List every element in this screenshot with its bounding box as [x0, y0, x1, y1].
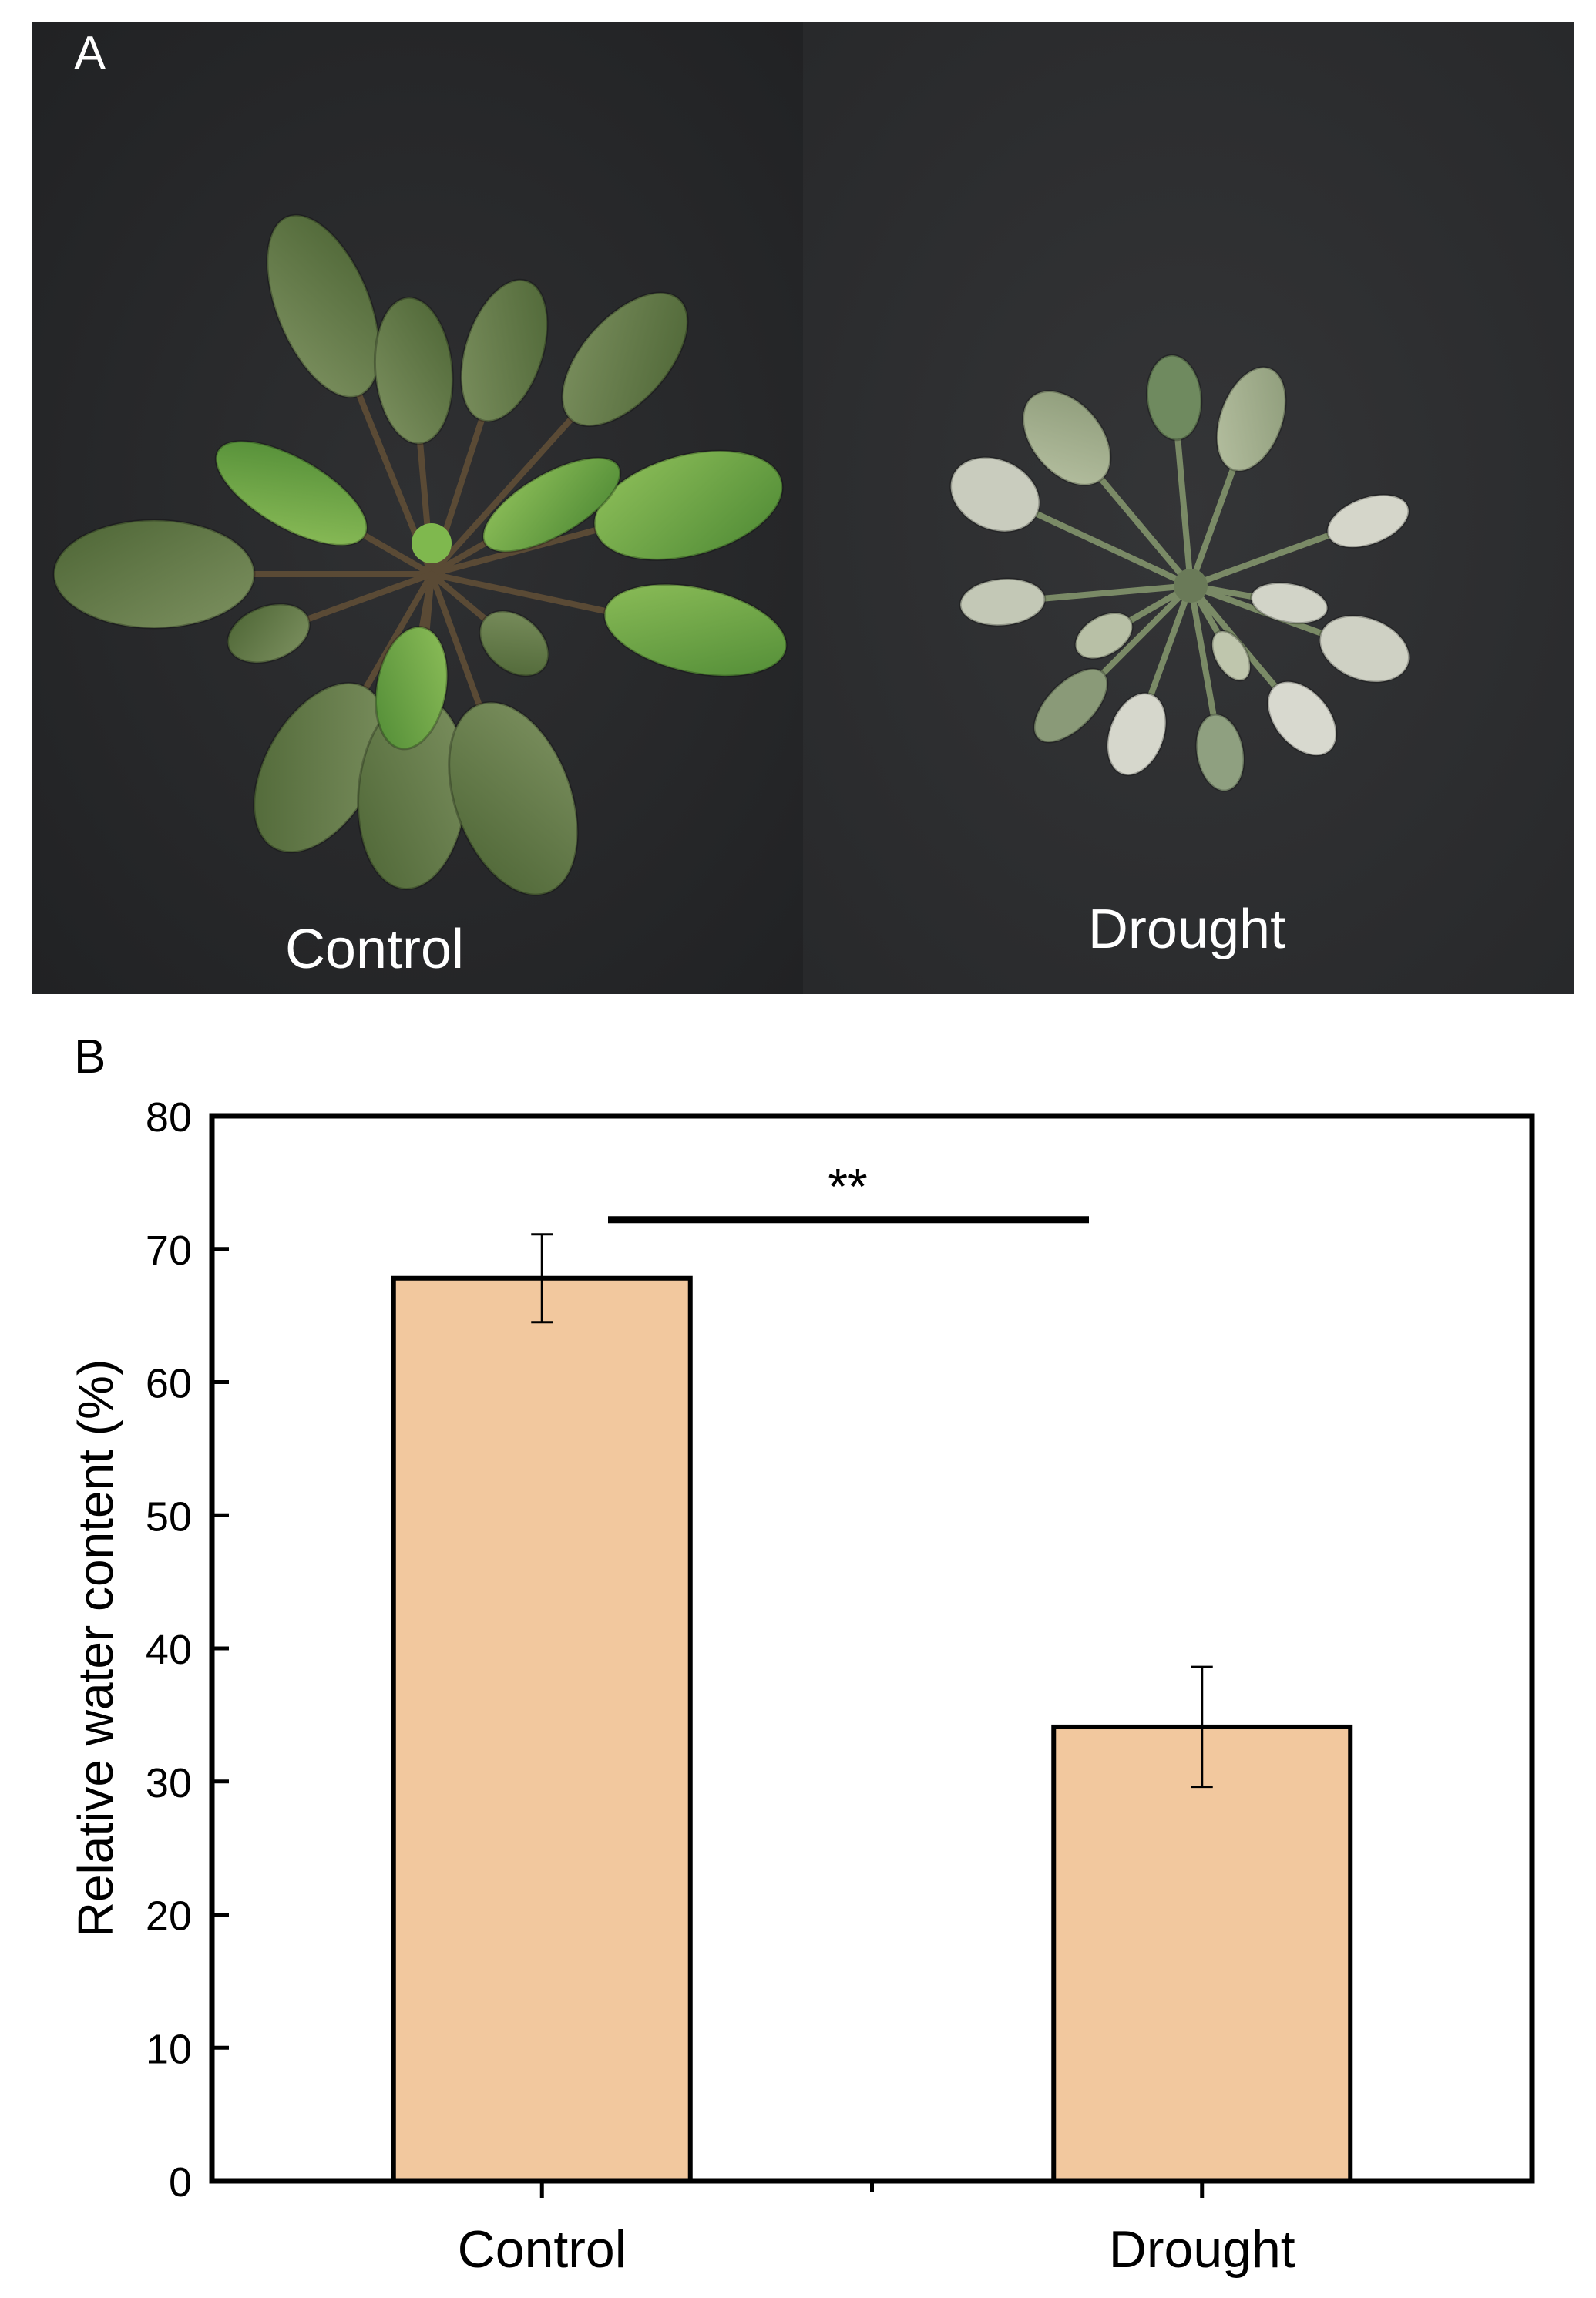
control-leaf — [266, 213, 381, 398]
y-tick-label: 70 — [146, 1228, 192, 1274]
control-leaf — [561, 291, 689, 428]
x-tick-label: Control — [458, 2220, 627, 2279]
control-leaf — [373, 296, 454, 445]
control-leaf-petiole — [428, 571, 482, 708]
drought-leaf — [1194, 713, 1245, 792]
drought-photo-label: Drought — [1088, 899, 1285, 960]
control-leaf-petiole — [361, 533, 435, 577]
y-axis-ticks: 0 10 20 30 40 50 60 70 80 — [146, 1094, 229, 2206]
bar-drought — [1051, 1724, 1353, 2183]
drought-plant-image — [949, 354, 1411, 792]
control-leaf — [482, 456, 622, 553]
drought-leaf-petiole — [1188, 466, 1236, 589]
drought-leaf — [1106, 692, 1168, 777]
control-leaf-petiole — [428, 571, 488, 622]
control-leaf — [375, 626, 449, 751]
y-tick-label: 40 — [146, 1627, 192, 1673]
drought-leaf — [1326, 493, 1410, 549]
y-axis-label: Relative water content (%) — [68, 1359, 123, 1938]
drought-leaf — [1074, 612, 1134, 660]
control-leaf — [214, 440, 368, 546]
drought-leaf — [1215, 366, 1287, 472]
drought-leaf — [1211, 630, 1252, 682]
control-leaf — [448, 700, 579, 896]
drought-leaf-petiole — [1100, 583, 1194, 677]
drought-leaf-petiole — [1041, 583, 1194, 602]
control-leaf — [227, 603, 311, 664]
drought-leaf — [959, 577, 1047, 627]
x-axis-ticks: Control Drought — [458, 2181, 1295, 2279]
bars — [391, 1275, 1353, 2183]
control-leaf-petiole — [428, 416, 574, 577]
plot-frame — [209, 1113, 1535, 2184]
y-tick-label: 60 — [146, 1361, 192, 1407]
x-tick-label: Drought — [1109, 2220, 1295, 2279]
photo-background-drought — [803, 22, 1574, 994]
drought-leaf-petiole — [1098, 476, 1194, 589]
drought-leaf-petiole — [1188, 583, 1325, 637]
drought-leaf-petiole — [1174, 436, 1194, 589]
control-plant-center — [412, 523, 452, 563]
drought-leaf — [1022, 390, 1112, 486]
error-bars — [531, 1233, 1213, 1789]
control-leaf-petiole — [428, 540, 489, 577]
drought-plant-center — [1174, 569, 1208, 603]
control-leaf — [603, 583, 788, 677]
drought-leaf — [1145, 354, 1203, 442]
drought-leaf-petiole — [1147, 583, 1194, 697]
control-leaf — [52, 519, 256, 630]
y-tick-label: 0 — [169, 2159, 192, 2206]
control-leaf — [479, 610, 550, 677]
drought-leaf — [949, 456, 1041, 533]
drought-leaf — [1266, 680, 1338, 757]
drought-leaf-petiole — [1033, 511, 1194, 589]
control-photo-label: Control — [285, 919, 464, 980]
control-leaf-petiole — [305, 571, 435, 623]
bar-chart: B 0 10 20 30 40 50 60 70 80 Control Drought ** Re… — [68, 1030, 1535, 2279]
plant-photo-panel: A Control Drought — [32, 22, 1574, 994]
significance-marker: ** — [828, 1158, 867, 1215]
drought-leaf — [1033, 667, 1109, 744]
drought-leaf-petiole — [1188, 533, 1332, 589]
y-tick-label: 20 — [146, 1893, 192, 1940]
y-tick-label: 50 — [146, 1493, 192, 1540]
y-tick-label: 80 — [146, 1094, 192, 1141]
control-leaf-petiole — [363, 571, 435, 691]
panel-b-label: B — [74, 1030, 106, 1083]
control-leaf — [459, 278, 549, 423]
control-leaf — [593, 449, 784, 561]
control-leaf-petiole — [428, 571, 608, 614]
drought-leaf — [1250, 581, 1329, 625]
bar-control — [391, 1275, 693, 2183]
control-leaf-petiole — [428, 527, 599, 577]
control-leaf-petiole — [418, 571, 435, 630]
drought-leaf — [1319, 614, 1411, 684]
control-plant-image — [52, 213, 788, 896]
y-tick-label: 10 — [146, 2026, 192, 2072]
drought-leaf-petiole — [1188, 583, 1217, 718]
y-tick-label: 30 — [146, 1760, 192, 1806]
panel-a-label: A — [74, 27, 106, 80]
